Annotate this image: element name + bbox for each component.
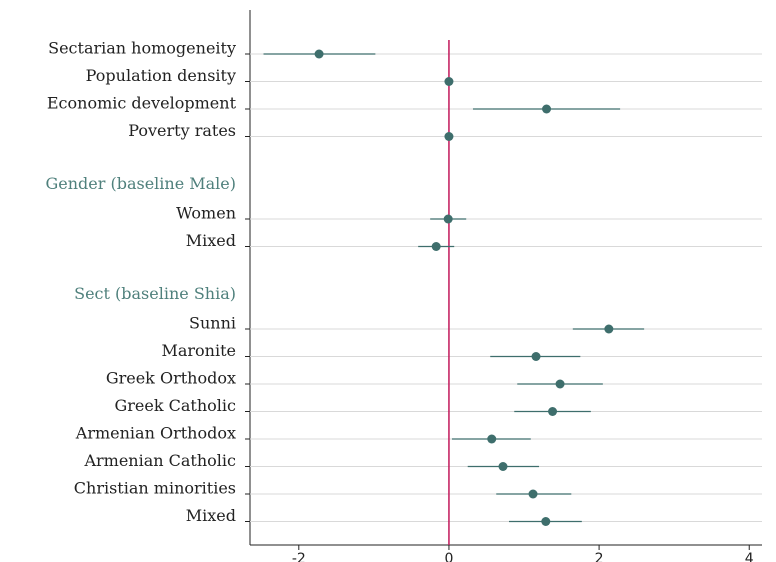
- y-tick-label: Sectarian homogeneity: [48, 39, 236, 58]
- estimate-point: [487, 434, 497, 444]
- estimate-point: [444, 77, 454, 86]
- estimate-point: [541, 517, 551, 526]
- estimate-point: [498, 462, 508, 471]
- y-tick-label: Maronite: [161, 341, 236, 360]
- estimate-point: [604, 324, 614, 334]
- y-tick-label: Greek Catholic: [115, 396, 237, 415]
- estimate-point: [443, 214, 453, 224]
- group-header: Gender (baseline Male): [45, 174, 236, 193]
- y-tick-label: Armenian Catholic: [83, 451, 236, 470]
- estimate-point: [314, 49, 324, 59]
- x-tick-label: 4: [745, 551, 754, 562]
- y-tick-label: Economic development: [47, 94, 237, 113]
- x-tick-label: 2: [595, 551, 604, 562]
- y-tick-label: Greek Orthodox: [106, 369, 236, 388]
- x-tick-label: -2: [292, 551, 306, 562]
- y-tick-label: Christian minorities: [74, 479, 236, 498]
- group-header: Sect (baseline Shia): [74, 284, 236, 303]
- y-tick-label: Mixed: [186, 506, 236, 525]
- estimate-point: [528, 489, 538, 499]
- y-tick-label: Population density: [86, 66, 236, 85]
- y-tick-label: Mixed: [186, 231, 236, 250]
- estimate-point: [542, 104, 552, 114]
- estimate-point: [431, 242, 441, 251]
- y-tick-label: Sunni: [189, 314, 236, 333]
- x-tick-label: 0: [444, 551, 453, 562]
- estimate-point: [531, 352, 541, 361]
- y-tick-label: Armenian Orthodox: [75, 424, 236, 443]
- y-tick-label: Women: [176, 204, 236, 223]
- estimate-point: [444, 132, 454, 141]
- estimate-point: [555, 379, 565, 389]
- y-tick-label: Poverty rates: [128, 121, 236, 140]
- estimate-point: [548, 407, 558, 416]
